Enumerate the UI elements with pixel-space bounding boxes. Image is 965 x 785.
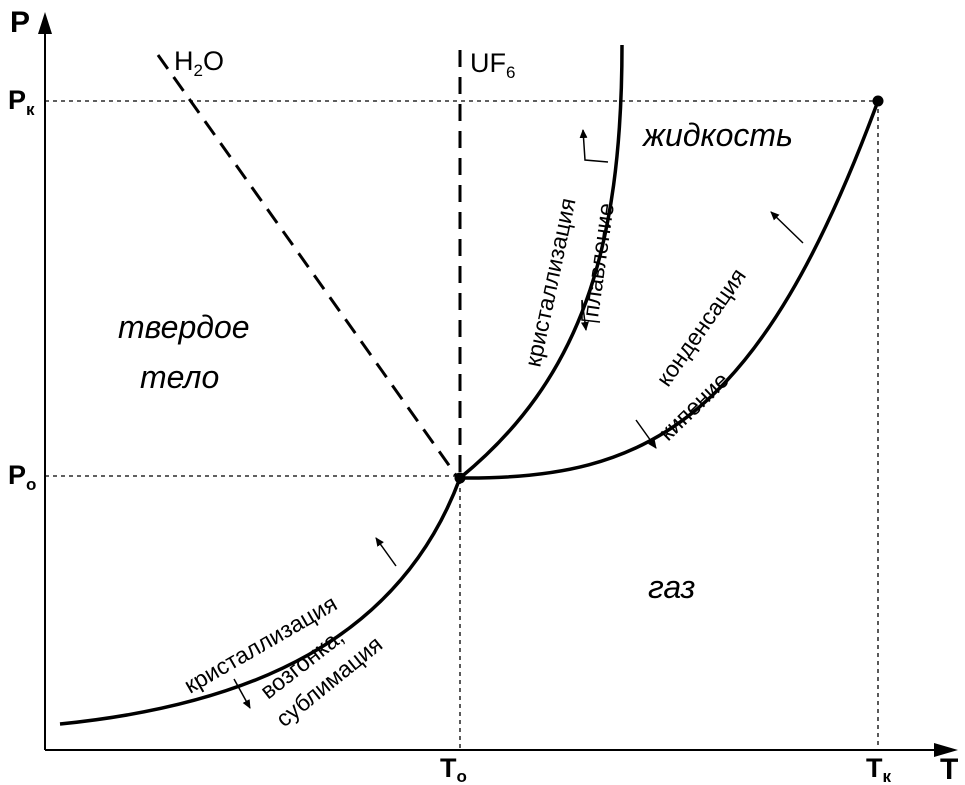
t-critical-label: Tк [866, 753, 892, 785]
y-axis-label: P [10, 6, 30, 39]
melting-curve-label-up: кристаллизация [519, 196, 580, 369]
direction-arrows [233, 129, 804, 709]
boiling-down-arrow [635, 419, 657, 449]
melting-curve-label-down: плавление [577, 201, 619, 318]
critical-point [872, 95, 884, 107]
p-triple-label: Po [8, 460, 36, 494]
region-solid-line1: твердое [118, 309, 250, 345]
uf6-label: UF6 [470, 48, 515, 82]
melting-up-arrow [579, 129, 609, 163]
y-axis-arrowhead [38, 12, 52, 34]
sublimation-up-arrow [375, 537, 397, 567]
region-liquid: жидкость [641, 117, 793, 153]
melting-curve [458, 44, 624, 480]
x-axis-label: T [940, 753, 958, 785]
water-melting-line [156, 54, 460, 479]
sublimation-curve [59, 477, 462, 726]
boiling-curve [459, 100, 880, 480]
p-critical-label: Pк [8, 85, 35, 119]
region-solid-line2: тело [140, 359, 219, 395]
x-axis-arrowhead [934, 743, 958, 757]
sublimation-down-arrow [233, 678, 251, 709]
region-gas: газ [648, 569, 695, 605]
t-triple-label: To [440, 753, 467, 785]
water-label: H2O [174, 46, 224, 80]
boiling-up-arrow [770, 211, 804, 244]
triple-point [454, 472, 466, 484]
melting-down-arrow [582, 299, 601, 330]
